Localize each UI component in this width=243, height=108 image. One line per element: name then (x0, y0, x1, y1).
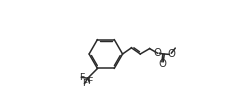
Text: F: F (87, 77, 92, 87)
Text: O: O (167, 49, 175, 59)
Text: O: O (159, 59, 167, 69)
Text: O: O (154, 48, 162, 58)
Text: F: F (82, 79, 87, 88)
Text: F: F (79, 73, 84, 82)
